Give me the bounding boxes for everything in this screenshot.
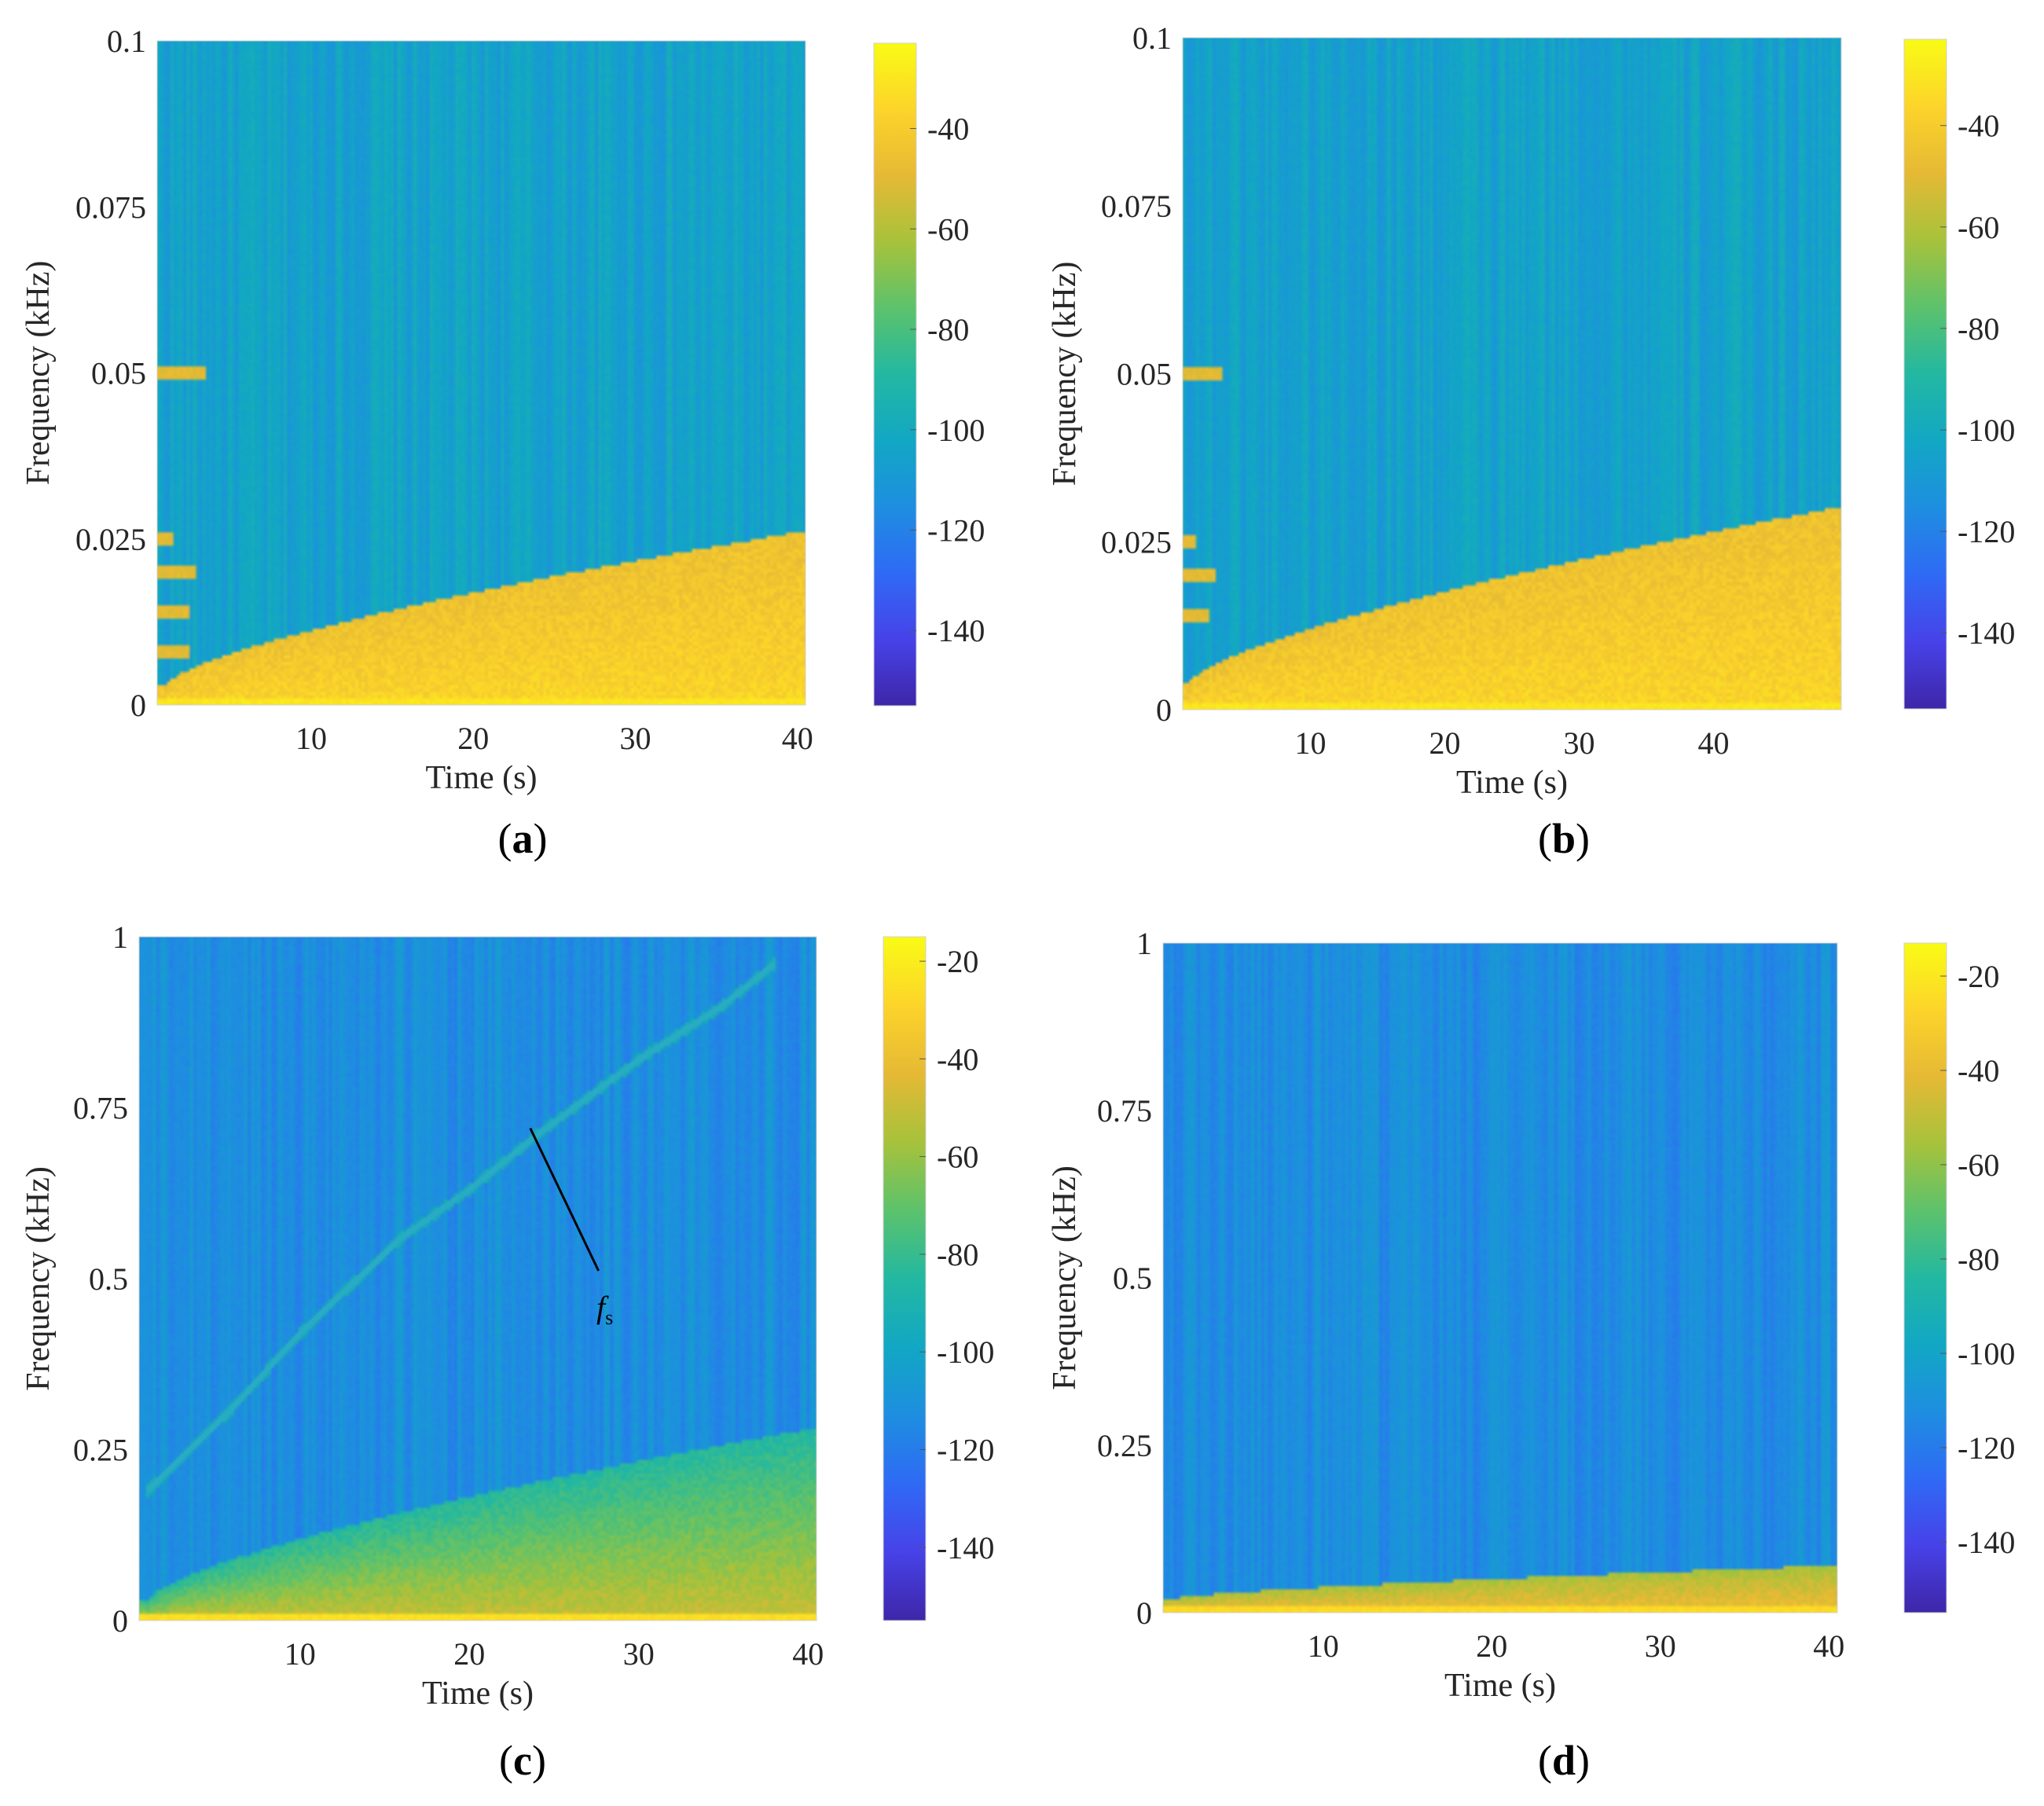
colorbar-tick-label: -140 bbox=[927, 613, 985, 648]
colorbar-tick-label: -100 bbox=[927, 413, 985, 448]
colorbar-tick-label: -80 bbox=[937, 1237, 978, 1272]
x-axis-label: Time (s) bbox=[422, 1676, 534, 1712]
x-tick-label: 30 bbox=[1645, 1628, 1676, 1664]
x-tick-label: 10 bbox=[295, 721, 327, 756]
colorbar-tick-label: -140 bbox=[1958, 615, 2015, 651]
colorbar-tick-label: -20 bbox=[937, 944, 978, 979]
colorbar-tick-label: -120 bbox=[927, 512, 985, 548]
y-axis-label: Frequency (kHz) bbox=[20, 1166, 57, 1391]
colorbar bbox=[883, 936, 927, 1621]
colorbar-tick-label: -40 bbox=[1958, 108, 1999, 144]
sweep-line bbox=[145, 962, 776, 1492]
y-tick-label: 0.25 bbox=[1097, 1428, 1152, 1463]
colorbar bbox=[873, 42, 917, 707]
y-tick-label: 0 bbox=[112, 1603, 128, 1639]
heatmap-image bbox=[1163, 943, 1837, 1613]
colorbar bbox=[1903, 942, 1947, 1613]
spectrogram-panel-c: 10 20 30 40 0 0.25 0.5 0.75 1 Time (s) Frequency (… bbox=[20, 920, 994, 1784]
spectrogram-panel-d: 10 20 30 40 0 0.25 0.5 0.75 1 Time (s) Frequency (… bbox=[1047, 926, 2015, 1784]
panel-label-b: (b) bbox=[1538, 815, 1590, 862]
axes-frame bbox=[1162, 942, 1838, 1613]
colorbar-tick-label: -140 bbox=[937, 1530, 994, 1566]
panel-label-d: (d) bbox=[1538, 1737, 1590, 1784]
x-tick-label: 40 bbox=[1813, 1628, 1844, 1664]
y-tick-label: 0.05 bbox=[1117, 357, 1172, 392]
y-tick-label: 0.1 bbox=[1132, 20, 1172, 56]
x-tick-label: 40 bbox=[792, 1636, 824, 1672]
y-tick-label: 0.025 bbox=[75, 522, 146, 557]
y-tick-label: 1 bbox=[1136, 926, 1152, 961]
colorbar-tick-label: -80 bbox=[927, 312, 969, 347]
colorbar-tick-label: -40 bbox=[927, 112, 969, 147]
y-axis-label: Frequency (kHz) bbox=[20, 261, 57, 486]
x-tick-label: 10 bbox=[284, 1636, 316, 1672]
colorbar bbox=[1903, 39, 1947, 710]
heatmap-image bbox=[157, 41, 805, 705]
colorbar-tick-label: -100 bbox=[1958, 413, 2015, 448]
colorbar-tick-label: -120 bbox=[937, 1433, 994, 1468]
y-tick-label: 0.025 bbox=[1101, 524, 1172, 560]
annotation-leader-line bbox=[529, 1127, 600, 1272]
y-tick-label: 1 bbox=[112, 920, 128, 955]
y-tick-label: 0.75 bbox=[73, 1091, 128, 1126]
y-tick-label: 0.075 bbox=[75, 189, 146, 225]
y-tick-label: 0.075 bbox=[1101, 189, 1172, 224]
axes-frame bbox=[1182, 37, 1842, 710]
y-tick-label: 0 bbox=[1136, 1595, 1152, 1631]
x-tick-label: 10 bbox=[1308, 1628, 1339, 1664]
colorbar-tick-label: -60 bbox=[1958, 1147, 1999, 1183]
colorbar-tick-label: -120 bbox=[1958, 1430, 2015, 1466]
axes-frame bbox=[138, 936, 817, 1621]
x-tick-label: 20 bbox=[453, 1636, 485, 1672]
y-tick-label: 0.1 bbox=[107, 24, 146, 59]
colorbar-tick-label: -100 bbox=[1958, 1336, 2015, 1371]
heatmap-image bbox=[139, 937, 816, 1621]
x-axis-label: Time (s) bbox=[1444, 1668, 1556, 1704]
colorbar-tick-label: -80 bbox=[1958, 311, 1999, 347]
x-tick-label: 40 bbox=[1698, 725, 1730, 761]
y-tick-label: 0.05 bbox=[91, 356, 146, 391]
spectrogram-panel-a: 10 20 30 40 0 0.025 0.05 0.075 0.1 Time (s) Freque… bbox=[20, 24, 985, 862]
x-tick-label: 30 bbox=[623, 1636, 655, 1672]
axes-frame bbox=[156, 40, 806, 706]
y-tick-label: 0.75 bbox=[1097, 1093, 1152, 1129]
x-tick-label: 10 bbox=[1294, 725, 1326, 761]
panel-label-a: (a) bbox=[498, 815, 548, 862]
x-tick-label: 20 bbox=[1476, 1628, 1507, 1664]
x-axis-label: Time (s) bbox=[426, 760, 538, 796]
y-tick-label: 0 bbox=[1156, 692, 1172, 728]
y-axis-label: Frequency (kHz) bbox=[1047, 262, 1083, 486]
colorbar-tick-label: -40 bbox=[937, 1041, 978, 1077]
y-tick-label: 0 bbox=[130, 688, 146, 723]
colorbar-tick-label: -60 bbox=[1958, 210, 1999, 245]
x-axis-label: Time (s) bbox=[1456, 765, 1568, 801]
colorbar-tick-label: -60 bbox=[937, 1140, 978, 1175]
spectrogram-panel-b: 10 20 30 40 0 0.025 0.05 0.075 0.1 Time (s) Freque… bbox=[1047, 20, 2015, 862]
y-axis-label: Frequency (kHz) bbox=[1047, 1165, 1083, 1390]
panel-label-c: (c) bbox=[499, 1737, 546, 1784]
y-tick-label: 0.5 bbox=[89, 1261, 128, 1297]
colorbar-tick-label: -140 bbox=[1958, 1525, 2015, 1560]
colorbar-tick-label: -80 bbox=[1958, 1242, 1999, 1277]
colorbar-tick-label: -20 bbox=[1958, 959, 1999, 994]
x-tick-label: 30 bbox=[619, 721, 651, 756]
colorbar-tick-label: -100 bbox=[937, 1334, 994, 1370]
heatmap-image bbox=[1183, 38, 1841, 710]
colorbar-tick-label: -120 bbox=[1958, 514, 2015, 549]
colorbar-tick-label: -60 bbox=[927, 211, 969, 247]
x-tick-label: 20 bbox=[1429, 725, 1460, 761]
y-tick-label: 0.25 bbox=[73, 1433, 128, 1468]
colorbar-tick-label: -40 bbox=[1958, 1053, 1999, 1088]
y-tick-label: 0.5 bbox=[1113, 1261, 1152, 1296]
x-tick-label: 20 bbox=[457, 721, 489, 756]
x-tick-label: 40 bbox=[782, 721, 813, 756]
x-tick-label: 30 bbox=[1564, 725, 1595, 761]
